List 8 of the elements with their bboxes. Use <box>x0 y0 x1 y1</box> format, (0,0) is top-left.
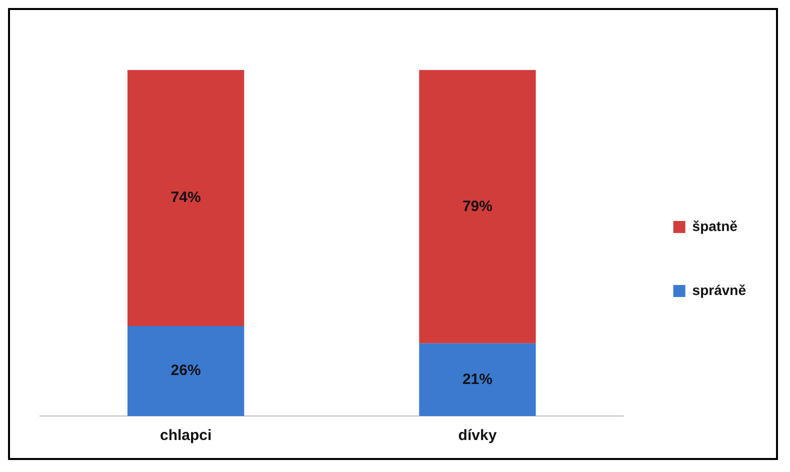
data-label: 26% <box>170 362 201 380</box>
x-tick-label: chlapci <box>160 427 212 444</box>
data-label: 79% <box>462 198 492 215</box>
x-tick-label: dívky <box>458 427 498 444</box>
data-label: 74% <box>170 189 201 206</box>
legend-label: špatně <box>692 218 738 234</box>
legend-label: správně <box>692 282 746 298</box>
data-label: 21% <box>462 370 492 388</box>
